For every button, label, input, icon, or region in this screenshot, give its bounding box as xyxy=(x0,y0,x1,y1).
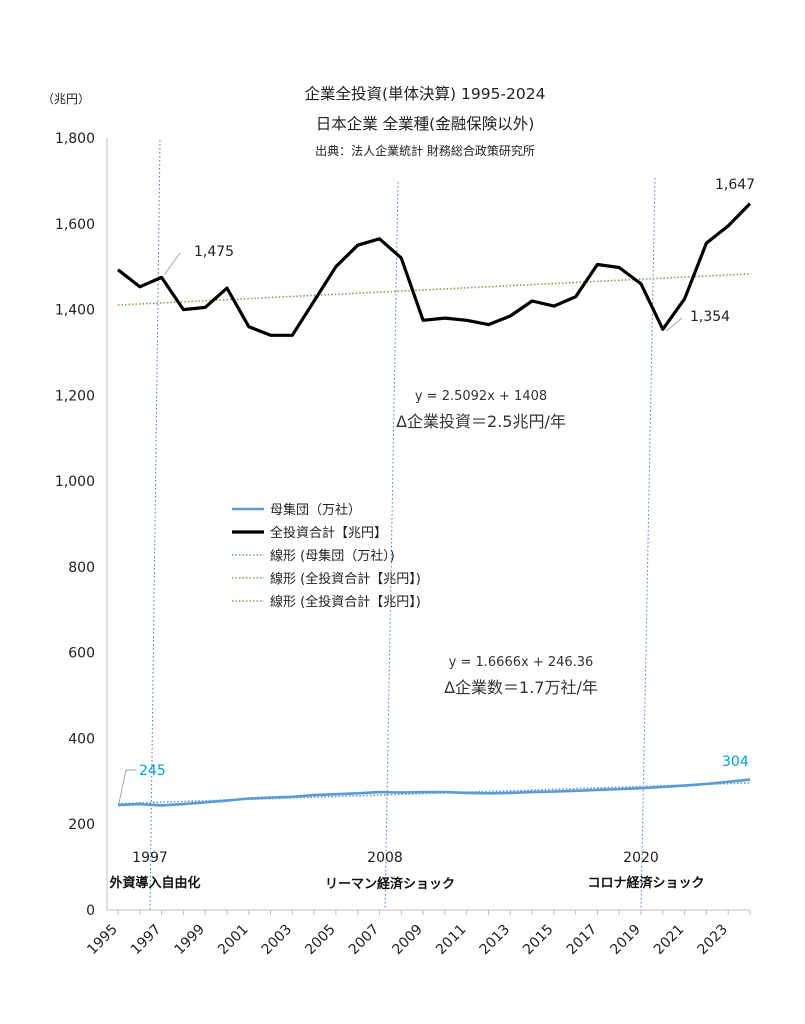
series-lines xyxy=(117,202,752,807)
x-tick-label: 2015 xyxy=(520,922,557,959)
event-markers: 1997 外資導入自由化 2008 リーマン経済ショック 2020 コロナ経済ショック xyxy=(108,139,705,911)
x-tick-label: 2013 xyxy=(477,922,514,959)
x-tick-label: 2019 xyxy=(607,922,644,959)
y-tick-label: 1,800 xyxy=(55,131,95,147)
event-year-2020: 2020 xyxy=(623,850,659,866)
event-line-2008 xyxy=(384,181,399,911)
invest-delta-label: Δ企業投資＝2.5兆円/年 xyxy=(396,412,566,431)
event-label-2020: コロナ経済ショック xyxy=(587,875,704,891)
data-label-304: 304 xyxy=(722,754,749,770)
trendline-investment xyxy=(117,273,751,306)
chart-subtitle: 日本企業 全業種(金融保険以外) xyxy=(316,115,535,133)
x-tick-label: 2001 xyxy=(215,922,252,959)
legend-label-trend-0: 線形 (母集団（万社）) xyxy=(270,548,395,564)
series-line-investment xyxy=(117,202,752,337)
data-label-245: 245 xyxy=(139,763,166,779)
y-tick-label: 1,000 xyxy=(55,474,95,490)
x-tick-label: 2021 xyxy=(651,922,688,959)
data-label-1354: 1,354 xyxy=(690,309,730,325)
x-tick-label: 1999 xyxy=(171,922,208,959)
x-tick-label: 2011 xyxy=(433,922,470,959)
annotations: y = 2.5092x + 1408 Δ企業投資＝2.5兆円/年 y = 1.6… xyxy=(396,389,598,697)
trendlines xyxy=(117,273,751,805)
x-tick-label: 2007 xyxy=(346,922,383,959)
y-tick-label: 1,200 xyxy=(55,388,95,404)
y-tick-label: 1,600 xyxy=(55,217,95,233)
chart-source: 出典：法人企業統計 財務総合政策研究所 xyxy=(315,143,535,158)
invest-trend-equation: y = 2.5092x + 1408 xyxy=(415,389,547,404)
series-line-firms xyxy=(117,778,751,807)
y-axis-unit-label: （兆円） xyxy=(42,92,90,106)
x-tick-label: 1995 xyxy=(84,922,121,959)
firms-trend-equation: y = 1.6666x + 246.36 xyxy=(449,655,594,670)
y-tick-label: 600 xyxy=(68,646,95,662)
legend-label-trend-2: 線形 (全投資合計【兆円】) xyxy=(270,594,421,610)
leader-1354 xyxy=(665,317,683,332)
x-tick-label: 2023 xyxy=(695,922,732,959)
x-tick-label: 1997 xyxy=(128,922,165,959)
x-tick-label: 2005 xyxy=(302,922,339,959)
data-label-1647: 1,647 xyxy=(715,177,755,193)
legend: 母集団（万社） 全投資合計【兆円】線形 (母集団（万社）) 線形 (全投資合計【兆円… xyxy=(232,502,421,610)
event-label-1997: 外資導入自由化 xyxy=(108,875,200,891)
y-tick-label: 1,400 xyxy=(55,303,95,319)
event-year-2008: 2008 xyxy=(367,850,403,866)
legend-label-series-0: 母集団（万社） xyxy=(270,502,361,518)
leader-1475 xyxy=(164,252,181,275)
y-tick-label: 400 xyxy=(68,731,95,747)
y-tick-label: 200 xyxy=(68,817,95,833)
event-label-2008: リーマン経済ショック xyxy=(325,876,455,892)
y-tick-label: 800 xyxy=(68,560,95,576)
event-line-1997 xyxy=(149,139,161,911)
event-year-1997: 1997 xyxy=(132,850,168,866)
legend-label-trend-1: 線形 (全投資合計【兆円】) xyxy=(270,571,421,587)
data-labels: 1,475 1,354 1,647 245 304 xyxy=(118,177,755,804)
chart-title: 企業全投資(単体決算) 1995-2024 xyxy=(304,84,545,103)
leader-245 xyxy=(118,769,136,804)
x-tick-label: 2017 xyxy=(564,922,601,959)
firms-delta-label: Δ企業数＝1.7万社/年 xyxy=(444,678,598,697)
data-label-1475: 1,475 xyxy=(194,244,234,260)
x-tick-label: 2009 xyxy=(389,922,426,959)
axes: 0 200 400 600 800 1,000 1,200 1,400 1,600 1,800 19… xyxy=(55,131,751,959)
legend-label-series-1: 全投資合計【兆円】 xyxy=(270,525,387,541)
y-tick-label: 0 xyxy=(86,903,95,919)
x-tick-label: 2003 xyxy=(259,922,296,959)
